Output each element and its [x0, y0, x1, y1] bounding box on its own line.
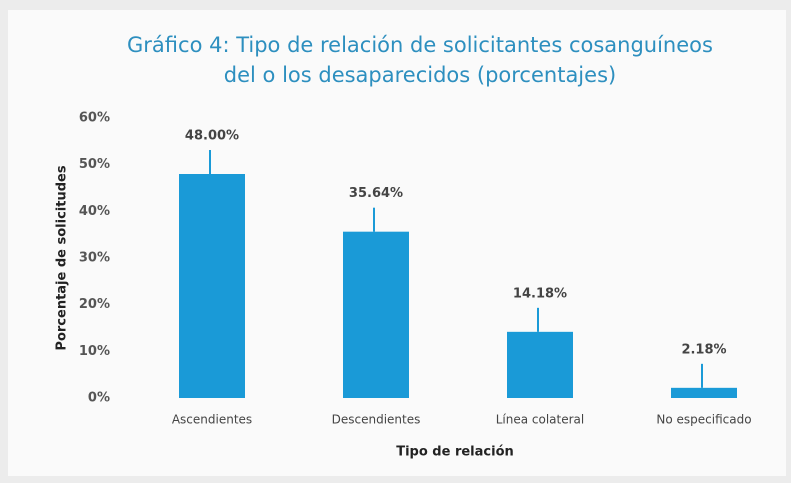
x-tick-label: No especificado: [656, 413, 751, 427]
x-tick-label: Descendientes: [332, 413, 421, 427]
y-tick-label: 30%: [79, 251, 110, 266]
bar: [671, 387, 737, 398]
y-tick-label: 10%: [79, 344, 110, 359]
bar: [507, 331, 573, 398]
y-tick-label: 20%: [79, 297, 110, 312]
x-tick-label: Línea colateral: [496, 413, 585, 427]
data-label: 14.18%: [513, 286, 567, 301]
y-tick-label: 50%: [79, 157, 110, 172]
bar: [343, 231, 409, 398]
data-label: 35.64%: [349, 186, 403, 201]
data-label: 2.18%: [681, 342, 726, 357]
x-axis-label: Tipo de relación: [396, 445, 514, 460]
data-label: 48.00%: [185, 129, 239, 144]
x-tick-label: Ascendientes: [172, 413, 252, 427]
y-axis-label: Porcentaje de solicitudes: [55, 165, 70, 350]
y-tick-label: 60%: [79, 111, 110, 126]
y-tick-label: 0%: [88, 391, 110, 406]
bar: [179, 174, 245, 398]
chart-title: del o los desaparecidos (porcentajes): [224, 63, 616, 87]
chart-title: Gráfico 4: Tipo de relación de solicitan…: [127, 33, 713, 57]
y-tick-label: 40%: [79, 204, 110, 219]
